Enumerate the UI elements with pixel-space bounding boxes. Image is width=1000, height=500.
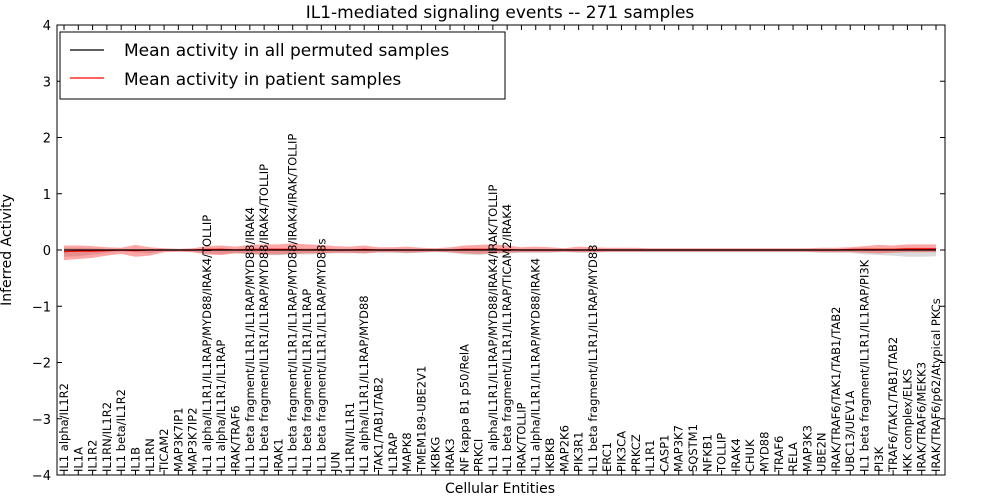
x-tick-label: IRAK1	[271, 438, 285, 472]
x-tick-label: JUN	[329, 452, 343, 473]
x-tick-label: TRAF6/TAK1/TAB1/TAB2	[886, 337, 900, 473]
x-tick-label: MYD88	[758, 432, 772, 472]
x-tick-label: IRAK/TRAF6/TAK1/TAB1/TAB2	[829, 307, 843, 472]
x-tick-label: IL1 beta fragment/IL1R1/IL1RAP/MYD88s	[314, 239, 328, 472]
x-tick-label: IL1 beta fragment/IL1R1/IL1RAP/MYD88	[586, 245, 600, 472]
x-tick-label: IL1R2	[86, 440, 100, 472]
x-tick-label: PIK3R1	[572, 432, 586, 473]
x-tick-label: IRAK/TOLLIP	[514, 403, 528, 472]
x-tick-label: IRAK/TRAF6/MEKK3	[915, 362, 929, 472]
x-tick-label: IL1RAP	[386, 432, 400, 472]
x-tick-label: UBC13/UEV1A	[843, 390, 857, 472]
x-tick-label: IL1 alpha/IL1R2	[57, 383, 71, 472]
x-tick-label: IL1 beta fragment/IL1R1/IL1RAP/MYD88/IRA…	[243, 207, 257, 472]
x-tick-label: IL1 beta fragment/IL1R1/IL1RAP	[300, 289, 314, 472]
x-tick-label: TOLLIP	[715, 433, 729, 473]
y-tick-label: 1	[43, 188, 51, 203]
y-tick-label: 4	[43, 19, 51, 34]
y-tick-label: 0	[43, 244, 51, 259]
x-axis-title: Cellular Entities	[445, 481, 555, 497]
y-axis: −4 −3 −2 −1 0 1 2 3 4	[32, 19, 945, 484]
legend-label-patient: Mean activity in patient samples	[124, 70, 401, 90]
x-tick-label: IL1 beta fragment/IL1R1/IL1RAP/MYD88/IRA…	[257, 164, 271, 472]
y-tick-label: −1	[32, 300, 51, 315]
x-axis: IL1 alpha/IL1R2 IL1A IL1R2 IL1RN/IL1R2 IL1 b…	[57, 25, 943, 475]
x-tick-label: MAP3K7	[672, 425, 686, 472]
x-tick-label: IL1RN/IL1R2	[100, 402, 114, 472]
x-tick-label: IL1 alpha/IL1R1/IL1RAP/MYD88/IRAK4	[529, 258, 543, 472]
x-tick-label: TICAM2	[157, 428, 171, 473]
x-tick-label: IL1 alpha/IL1R1/IL1RAP	[214, 340, 228, 472]
legend-box	[59, 31, 506, 100]
y-tick-label: 3	[43, 75, 51, 90]
y-tick-label: 2	[43, 132, 51, 147]
x-tick-label: TMEM189-UBE2V1	[414, 366, 428, 473]
x-tick-label: IL1A	[71, 447, 85, 472]
x-tick-label: PI3K	[872, 446, 886, 472]
x-tick-label: IKK complex/ELKS	[900, 369, 914, 472]
x-tick-label: PRKCI	[472, 439, 486, 472]
y-tick-label: −3	[32, 413, 51, 428]
x-tick-label: IL1RN	[143, 438, 157, 472]
x-tick-label: TAK1/TAB1/TAB2	[372, 377, 386, 473]
y-axis-title: Inferred Activity	[0, 194, 15, 306]
y-tick-label: −2	[32, 357, 51, 372]
x-tick-label: MAP2K6	[557, 425, 571, 472]
x-tick-label: CASP1	[657, 435, 671, 472]
x-tick-label: IL1 beta fragment/IL1R1/IL1RAP/MYD88/IRA…	[286, 134, 300, 472]
legend-label-permuted: Mean activity in all permuted samples	[124, 41, 449, 61]
chart-title: IL1-mediated signaling events -- 271 sam…	[306, 3, 695, 23]
x-tick-label: MAP3K7IP2	[186, 407, 200, 472]
x-tick-label: NF kappa B1 p50/RelA	[457, 344, 471, 472]
x-tick-label: RELA	[786, 442, 800, 472]
x-tick-label: IL1 beta/IL1R2	[114, 389, 128, 472]
x-tick-label: IL1RN/IL1R1	[343, 402, 357, 472]
x-tick-label: CHUK	[743, 439, 757, 472]
x-tick-label: IRAK3	[443, 438, 457, 472]
x-tick-label: IL1 beta fragment/IL1R1/IL1RAP/PI3K	[858, 259, 872, 472]
x-tick-label: IRAK/TRAF6/p62/Atypical PKCs	[929, 298, 943, 472]
x-tick-label: MAP3K7IP1	[171, 407, 185, 472]
x-tick-label: TRAF6	[772, 436, 786, 473]
legend: Mean activity in all permuted samples Me…	[59, 31, 506, 100]
x-tick-label: IL1 beta fragment/IL1R1/IL1RAP/TICAM2/IR…	[500, 204, 514, 472]
x-tick-label: IKBKB	[543, 438, 557, 472]
x-tick-label: IRAK/TRAF6	[229, 405, 243, 472]
x-tick-label: IL1 alpha/IL1R1/IL1RAP/MYD88/IRAK4/IRAK/…	[486, 185, 500, 472]
x-tick-label: SQSTM1	[686, 424, 700, 472]
series-lines	[63, 248, 936, 253]
x-tick-label: IL1 alpha/IL1R1/IL1RAP/MYD88/IRAK4/TOLLI…	[200, 215, 214, 472]
band-patient	[64, 243, 936, 261]
x-tick-label: NFKB1	[700, 434, 714, 472]
x-tick-label: PRKCZ	[629, 434, 643, 472]
x-tick-label: MAP3K3	[800, 425, 814, 472]
x-tick-label: IRAK4	[729, 438, 743, 472]
x-tick-label: UBE2N	[815, 433, 829, 473]
x-tick-label: IL1B	[129, 447, 143, 472]
x-tick-label: MAPK8	[400, 432, 414, 472]
y-tick-label: −4	[32, 469, 51, 484]
x-tick-label: PIK3CA	[615, 431, 629, 472]
x-tick-label: ERC1	[600, 442, 614, 472]
x-tick-label: IL1 alpha/IL1R1/IL1RAP/MYD88	[357, 295, 371, 472]
x-tick-label: IKBKG	[429, 437, 443, 472]
x-tick-label: IL1R1	[643, 440, 657, 472]
